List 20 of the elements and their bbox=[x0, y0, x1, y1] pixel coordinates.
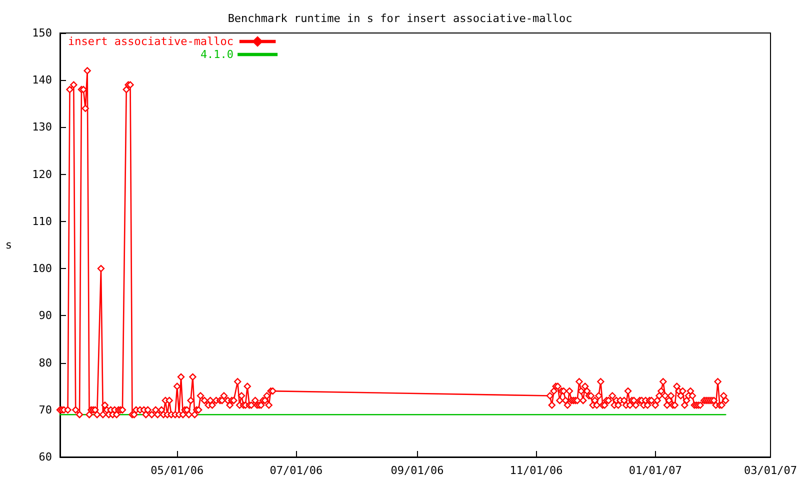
y-tick-label: 140 bbox=[32, 74, 52, 87]
y-tick-label: 130 bbox=[32, 120, 52, 134]
x-tick-label: 05/01/06 bbox=[150, 464, 204, 477]
y-tick-label: 90 bbox=[38, 309, 52, 322]
x-tick-label: 07/01/06 bbox=[270, 464, 323, 477]
y-tick-label: 60 bbox=[38, 450, 52, 464]
y-tick-label: 70 bbox=[38, 403, 52, 416]
y-axis-title: s bbox=[5, 238, 12, 252]
y-tick-label: 120 bbox=[32, 168, 52, 181]
x-tick-label: 01/01/07 bbox=[628, 464, 682, 477]
legend-label: insert associative-malloc bbox=[68, 35, 234, 48]
y-tick-label: 80 bbox=[38, 356, 52, 370]
y-tick-label: 110 bbox=[32, 214, 52, 228]
x-tick-label: 11/01/06 bbox=[510, 464, 563, 477]
y-tick-label: 100 bbox=[32, 262, 52, 276]
y-tick-label: 150 bbox=[32, 26, 52, 40]
x-tick-label: 03/01/07 bbox=[744, 464, 797, 477]
chart-title: Benchmark runtime in s for insert associative-malloc bbox=[228, 12, 572, 25]
x-tick-label: 09/01/06 bbox=[390, 464, 444, 477]
legend-label: 4.1.0 bbox=[200, 48, 234, 61]
